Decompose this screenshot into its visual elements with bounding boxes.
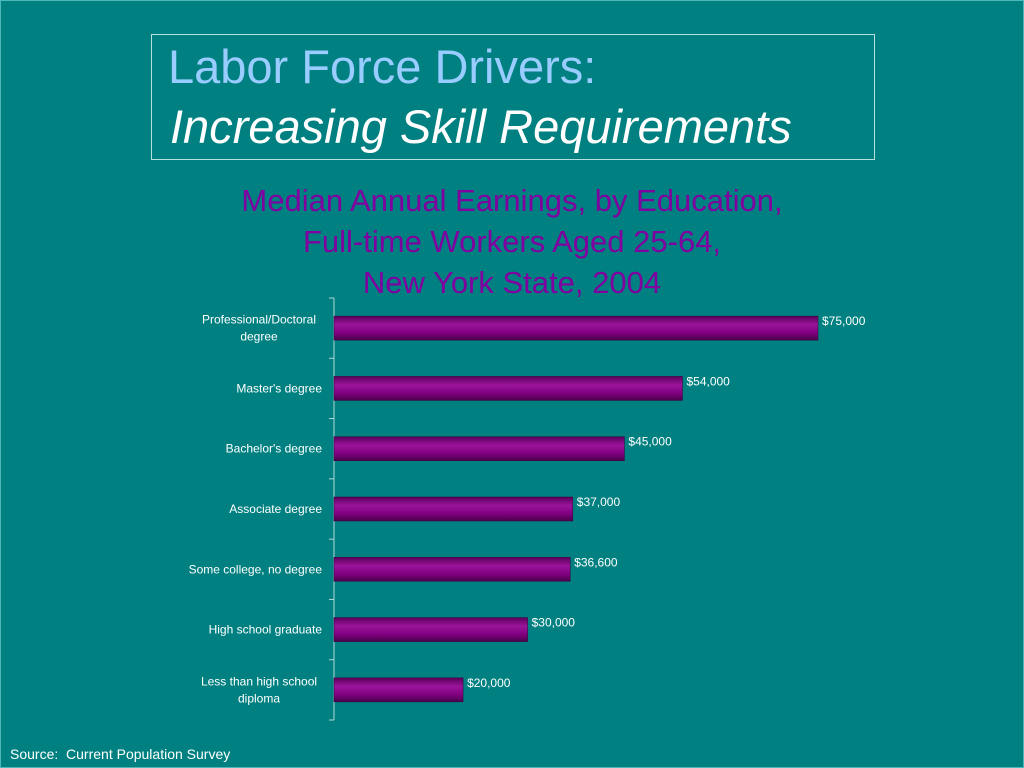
category-label: Some college, no degree <box>189 562 323 576</box>
bar <box>333 557 571 582</box>
chart-title-line-1: Median Annual Earnings, by Education, <box>241 183 783 218</box>
data-label: $20,000 <box>467 676 511 690</box>
bar <box>333 496 574 522</box>
category-label: Bachelor's degree <box>226 442 323 456</box>
category-label: Professional/Doctoral <box>202 313 316 327</box>
category-label: Associate degree <box>229 502 322 516</box>
bar <box>333 376 683 401</box>
category-label: Master's degree <box>236 381 322 395</box>
chart-title-line-3: New York State, 2004 <box>362 265 662 300</box>
slide-title: Labor Force Drivers: <box>168 40 597 93</box>
data-label: $54,000 <box>686 374 730 388</box>
bar <box>333 436 625 461</box>
data-label: $37,000 <box>577 495 621 509</box>
bar <box>333 677 464 703</box>
category-label: diploma <box>238 691 280 705</box>
title-box: Labor Force Drivers: Increasing Skill Re… <box>151 34 875 160</box>
source-note: Source: Current Population Survey <box>10 746 231 762</box>
data-label: $36,600 <box>574 555 618 569</box>
slide-subtitle: Increasing Skill Requirements <box>170 100 792 153</box>
data-label: $45,000 <box>628 435 672 449</box>
category-label: Less than high school <box>201 674 317 688</box>
bar <box>333 617 528 642</box>
bar <box>333 315 819 341</box>
data-label: $30,000 <box>532 616 576 630</box>
data-label: $75,000 <box>822 314 866 328</box>
chart-title-line-2: Full-time Workers Aged 25-64, <box>302 224 722 259</box>
category-label: degree <box>240 330 278 344</box>
category-label: High school graduate <box>209 623 323 637</box>
